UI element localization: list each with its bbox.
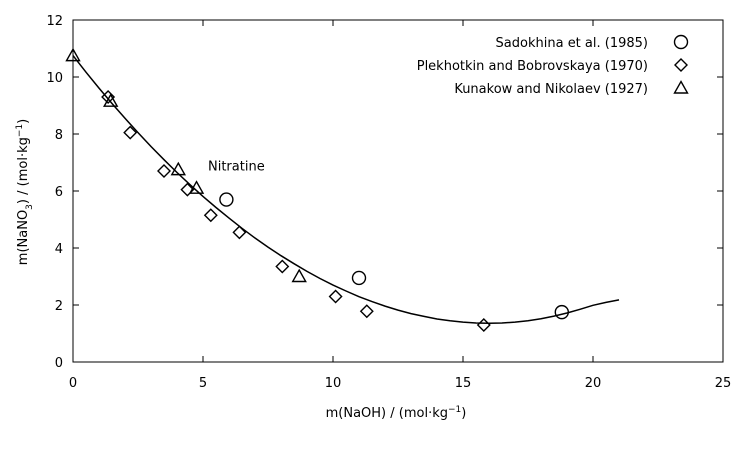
- data-point-diamond: [476, 317, 491, 332]
- x-tick-label: 5: [199, 376, 207, 391]
- x-axis-label: m(NaOH) / (mol·kg−1): [326, 405, 467, 421]
- fitted-curve: [72, 55, 620, 324]
- y-axis-label-superscript: −1: [15, 124, 25, 137]
- y-axis-label-end: ): [16, 119, 31, 124]
- x-tick-label: 10: [325, 376, 342, 391]
- legend-label: Sadokhina et al. (1985): [496, 36, 648, 51]
- data-point-triangle: [170, 161, 186, 176]
- legend: Sadokhina et al. (1985) Plekhotkin and Bo…: [417, 34, 689, 97]
- y-tick-label: 4: [55, 242, 63, 257]
- data-point-diamond: [275, 259, 290, 274]
- nitratine-label: Nitratine: [208, 159, 265, 174]
- data-point-diamond: [157, 164, 171, 179]
- legend-marker-circle: [673, 34, 689, 50]
- legend-marker-diamond: [674, 58, 688, 72]
- data-point-triangle: [188, 180, 205, 194]
- y-tick-label: 10: [46, 71, 63, 86]
- legend-label: Kunakow and Nikolaev (1927): [454, 82, 648, 97]
- x-tick-label: 25: [715, 376, 732, 391]
- y-axis-label-mid: ) / (mol·kg: [16, 137, 31, 204]
- data-point-diamond: [232, 225, 247, 240]
- x-axis-label-end: ): [461, 406, 466, 421]
- legend-label: Plekhotkin and Bobrovskaya (1970): [417, 59, 648, 74]
- x-tick-label: 15: [455, 376, 472, 391]
- data-point-diamond: [328, 289, 343, 304]
- data-point-circle: [219, 192, 234, 207]
- legend-marker-triangle: [673, 80, 689, 94]
- series-circle-points: [219, 192, 569, 320]
- series-diamond-points: [101, 89, 491, 332]
- data-point-triangle: [103, 93, 119, 107]
- x-tick-label: 20: [585, 376, 602, 391]
- y-tick-label: 8: [55, 128, 63, 143]
- data-point-circle: [554, 304, 569, 320]
- data-point-circle: [351, 270, 367, 286]
- data-point-diamond: [359, 304, 374, 319]
- axis-tick-labels: 0 5 10 15 20 25 0 2 4 6 8 10 12: [46, 14, 731, 391]
- data-point-diamond: [203, 208, 218, 223]
- y-tick-label: 12: [46, 14, 63, 29]
- data-point-triangle: [291, 268, 307, 283]
- data-point-diamond: [180, 182, 195, 197]
- y-tick-label: 6: [55, 185, 63, 200]
- x-axis-label-superscript: −1: [448, 405, 461, 415]
- data-point-diamond: [101, 89, 116, 104]
- x-axis-label-main: m(NaOH) / (mol·kg: [326, 406, 448, 421]
- axis-ticks: [72, 19, 724, 363]
- y-axis-label: m(NaNO3) / (mol·kg−1): [15, 119, 35, 265]
- y-axis-label-main: m(NaNO: [16, 210, 31, 265]
- data-point-triangle: [65, 47, 81, 62]
- data-point-diamond: [123, 125, 138, 140]
- y-tick-label: 0: [55, 356, 63, 371]
- data-markers: [65, 47, 569, 332]
- x-tick-label: 0: [69, 376, 77, 391]
- series-triangle-points: [65, 47, 307, 283]
- y-axis-label-subscript: 3: [25, 204, 35, 210]
- y-tick-label: 2: [55, 299, 63, 314]
- fitted-curve-group: [72, 55, 620, 324]
